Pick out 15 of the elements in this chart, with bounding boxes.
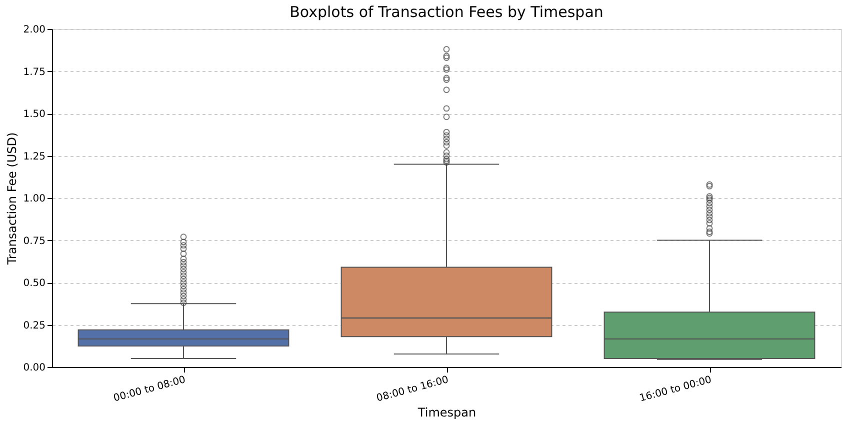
y-tick-label: 1.00 [23, 194, 46, 204]
y-tick-label: 2.00 [23, 24, 46, 36]
y-tick-label: 0.25 [23, 320, 46, 332]
x-axis-title: Timespan [416, 405, 476, 420]
y-tick-label: 0.00 [23, 362, 46, 374]
x-tick-label: 16:00 to 00:00 [638, 374, 713, 404]
x-tick-label: 00:00 to 08:00 [112, 374, 187, 404]
y-tick-label: 1.25 [23, 151, 46, 162]
y-tick-label: 0.75 [23, 236, 46, 247]
y-axis-title: Transaction Fee (USD) [5, 132, 20, 266]
x-tick-label: 08:00 to 16:00 [375, 374, 450, 404]
y-tick-label: 1.75 [23, 66, 46, 78]
y-tick-label: 0.50 [23, 278, 46, 289]
chart-title: Boxplots of Transaction Fees by Timespan [290, 3, 604, 21]
y-tick-label: 1.50 [23, 109, 46, 120]
